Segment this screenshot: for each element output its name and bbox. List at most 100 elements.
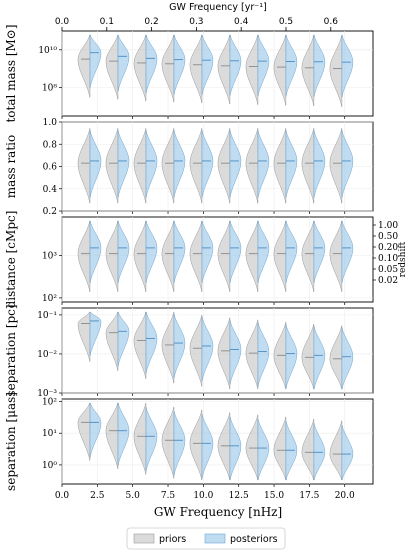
prior-violin — [273, 416, 287, 481]
x-tick-label: 7.5 — [161, 491, 176, 501]
y-tick-label: 10⁻² — [37, 350, 57, 360]
posterior-violin — [173, 411, 186, 476]
y-axis-title: distance [cMpc] — [4, 211, 18, 309]
posterior-violin — [257, 130, 270, 198]
y-axis-title: separation [μas] — [4, 392, 18, 491]
prior-violin — [161, 128, 175, 204]
posterior-violin — [313, 326, 326, 390]
posterior-violin — [313, 220, 326, 283]
prior-violin — [189, 314, 203, 387]
posterior-violin — [173, 220, 186, 283]
prior-violin — [133, 220, 147, 292]
posterior-violin — [89, 130, 102, 198]
posterior-violin — [229, 130, 242, 198]
posterior-violin — [285, 324, 298, 389]
posterior-violin — [229, 220, 242, 283]
top-tick-label: 0.2 — [144, 17, 158, 27]
posterior-violin — [145, 130, 158, 198]
prior-violin — [217, 317, 231, 390]
posterior-violin — [201, 414, 214, 479]
posterior-violin — [145, 407, 158, 472]
top-tick-label: 0.6 — [324, 17, 339, 27]
y-tick-label: 10³ — [42, 251, 57, 261]
legend-posterior-swatch — [204, 533, 226, 544]
right-tick-label: 0.02 — [378, 276, 398, 286]
posterior-violin — [89, 34, 102, 88]
prior-violin — [161, 406, 175, 479]
y-tick-label: 10¹⁰ — [38, 46, 57, 56]
panel-frame — [61, 307, 374, 394]
y-tick-label: 1.0 — [43, 118, 58, 128]
y-tick-label: 10⁰ — [42, 461, 57, 471]
posterior-violin — [341, 327, 354, 390]
posterior-violin — [173, 34, 186, 95]
right-tick-label: 1.00 — [378, 221, 398, 231]
prior-violin — [77, 34, 91, 98]
x-tick-label: 20.0 — [335, 491, 355, 501]
prior-violin — [329, 325, 343, 390]
posterior-violin — [89, 311, 102, 356]
y-tick-label: 10⁻³ — [37, 389, 57, 399]
posterior-violin — [145, 311, 158, 374]
legend-prior-swatch — [133, 533, 155, 544]
panel-2: 0.2 0.4 0.6 0.8 1.0 mass ratio — [4, 118, 374, 217]
prior-violin — [77, 402, 91, 461]
x-tick-label: 5.0 — [126, 491, 141, 501]
posterior-violin — [257, 418, 270, 481]
y-tick-label: 10¹ — [42, 429, 57, 439]
y-axis-title: mass ratio — [4, 135, 18, 198]
prior-violin — [217, 34, 231, 105]
prior-violin — [245, 220, 259, 292]
prior-violin — [301, 418, 315, 481]
prior-violin — [105, 402, 119, 470]
top-tick-label: 0.0 — [55, 17, 70, 27]
prior-violin — [189, 409, 203, 481]
posterior-violin — [341, 130, 354, 198]
prior-violin — [245, 34, 259, 105]
prior-violin — [273, 34, 287, 106]
prior-violin — [217, 412, 231, 481]
y-tick-label: 10² — [42, 294, 57, 304]
posterior-violin — [285, 220, 298, 283]
posterior-violin — [89, 402, 102, 458]
posterior-violin — [173, 130, 186, 198]
x-tick-label: 2.5 — [90, 491, 105, 501]
posterior-violin — [89, 220, 102, 283]
prior-violin — [329, 220, 343, 292]
prior-violin — [105, 311, 119, 372]
prior-violin — [105, 220, 119, 292]
posterior-violin — [285, 130, 298, 198]
prior-violin — [105, 128, 119, 204]
posterior-violin — [145, 220, 158, 283]
x-tick-label: 17.5 — [299, 491, 319, 501]
y-tick-label: 10⁸ — [42, 83, 57, 93]
y-axis-title: separation [pc] — [4, 304, 18, 396]
prior-violin — [77, 128, 91, 204]
top-tick-label: 0.4 — [234, 17, 249, 27]
prior-violin — [77, 311, 91, 362]
top-tick-label: 0.3 — [189, 17, 203, 27]
top-axis-title: GW Frequency [yr⁻¹] — [169, 2, 267, 13]
prior-violin — [133, 402, 147, 475]
posterior-violin — [313, 34, 326, 97]
posterior-violin — [117, 220, 130, 283]
y-tick-label: 0.2 — [43, 207, 57, 217]
prior-violin — [245, 319, 259, 390]
posterior-violin — [229, 34, 242, 96]
posterior-violin — [285, 34, 298, 97]
legend: priors posteriors — [126, 527, 286, 550]
x-tick-label: 12.5 — [229, 491, 249, 501]
posterior-violin — [229, 320, 242, 385]
prior-violin — [161, 220, 175, 292]
posterior-violin — [313, 130, 326, 198]
posterior-violin — [229, 416, 242, 481]
prior-violin — [245, 128, 259, 204]
posterior-violin — [257, 34, 270, 97]
panel-4: 10⁻¹ 10⁻² 10⁻³ separation [pc] — [4, 304, 374, 399]
y-tick-label: 0.4 — [43, 185, 58, 195]
top-tick-label: 0.1 — [100, 17, 114, 27]
posterior-violin — [117, 311, 130, 367]
posterior-violin — [257, 322, 270, 387]
posterior-violin — [201, 130, 214, 198]
